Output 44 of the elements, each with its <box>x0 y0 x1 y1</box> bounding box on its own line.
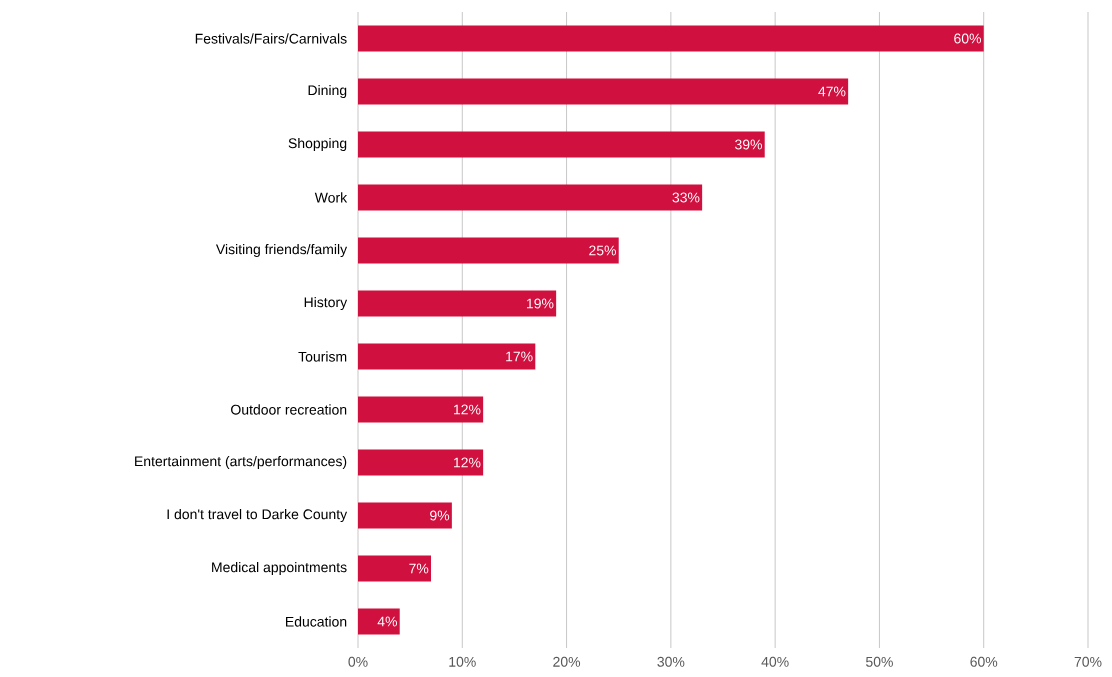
bar <box>358 78 849 105</box>
x-tick-label: 20% <box>553 656 581 667</box>
data-label: 7% <box>409 563 429 574</box>
y-tick-label: Outdoor recreation <box>231 404 347 415</box>
data-label: 47% <box>818 86 846 97</box>
bar <box>358 608 400 635</box>
data-label: 12% <box>453 457 481 468</box>
data-label: 25% <box>589 245 617 256</box>
bar <box>358 555 431 582</box>
y-tick-label: Visiting friends/family <box>215 243 348 258</box>
bar <box>358 502 452 529</box>
y-tick-label: Education <box>286 616 347 627</box>
bar <box>358 290 557 317</box>
bar <box>358 237 619 264</box>
bar <box>358 25 984 52</box>
y-tick-label: Entertainment (arts/performances) <box>135 455 347 470</box>
y-tick-label: Medical appointments <box>212 561 347 576</box>
y-tick-label: Dining <box>308 84 347 99</box>
data-label: 60% <box>954 33 982 44</box>
y-tick-label: Work <box>314 192 348 203</box>
bar <box>358 343 536 370</box>
y-tick-label: Festivals/Fairs/Carnivals <box>195 33 347 44</box>
data-label: 33% <box>672 192 700 203</box>
data-label: 39% <box>735 139 763 150</box>
y-tick-label: I don't travel to Darke County <box>167 508 348 523</box>
bar <box>358 184 703 211</box>
y-tick-label: Tourism <box>298 351 347 362</box>
data-label: 9% <box>430 510 450 521</box>
y-tick-label: History <box>304 296 348 311</box>
data-label: 12% <box>453 404 481 415</box>
x-tick-label: 40% <box>761 656 789 667</box>
data-label: 4% <box>377 616 398 627</box>
x-tick-label: 50% <box>865 656 893 667</box>
y-tick-label: Shopping <box>288 137 347 152</box>
x-tick-label: 30% <box>657 656 685 667</box>
x-tick-label: 10% <box>449 656 476 667</box>
x-tick-label: 70% <box>1074 656 1102 667</box>
bar <box>358 396 484 423</box>
bar <box>358 131 765 158</box>
data-label: 19% <box>526 298 554 309</box>
bar <box>358 449 484 476</box>
x-tick-label: 60% <box>970 656 998 667</box>
data-label: 17% <box>506 351 533 362</box>
x-tick-label: 0% <box>348 656 368 667</box>
